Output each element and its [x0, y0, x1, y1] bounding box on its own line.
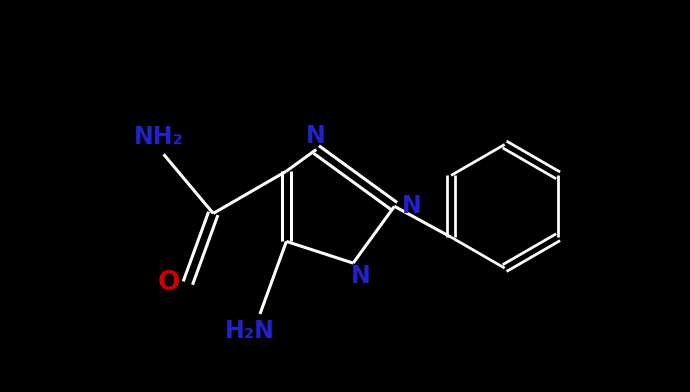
Text: N: N	[351, 265, 371, 289]
Text: O: O	[158, 270, 181, 296]
Text: H₂N: H₂N	[225, 319, 275, 343]
Text: N: N	[402, 194, 422, 218]
Text: NH₂: NH₂	[133, 125, 184, 149]
Text: N: N	[306, 124, 326, 148]
